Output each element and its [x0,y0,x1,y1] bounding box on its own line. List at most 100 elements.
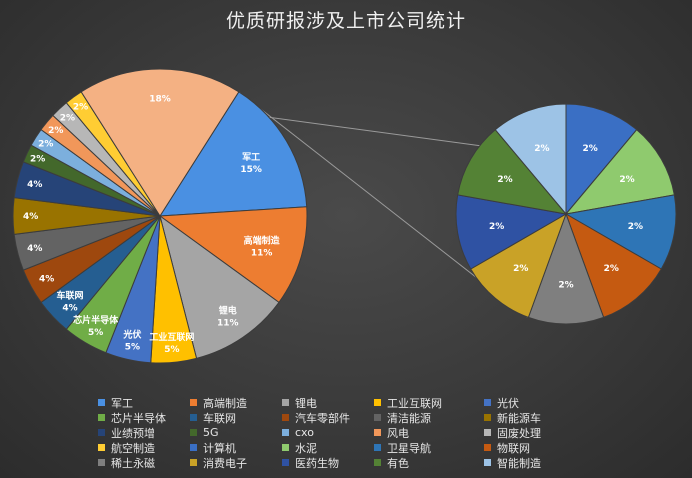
slice-name-label-e8bda6e88194e7bd91: 车联网 [56,290,83,302]
secondary-slice-e6b688e8b4b9e794b5e5ad90 [470,212,567,319]
legend-label: 计算机 [203,441,236,455]
legend-swatch [484,399,491,406]
legend-label: 高端制造 [203,396,247,410]
slice-value-label-e6b885e6b481e883bde6ba90: 4% [27,244,42,254]
legend-swatch [282,444,289,451]
legend-label: 业绩预增 [111,426,155,440]
legend-item-e888aae7a9bae588b6e980a0: 航空制造 [98,441,190,455]
chart-title: 优质研报涉及上市公司统计 [225,10,466,32]
slice-value-label-e9a38ee794b5: 2% [48,126,63,136]
legend-item-e5b7a5e4b89ae4ba92e88194e7bd91: 工业互联网 [374,396,484,410]
legend-swatch [190,414,197,421]
legend-item-cxo: cxo [282,426,374,439]
legend-item-e9a38ee794b5: 风电 [374,426,484,440]
legend-swatch [98,399,105,406]
legend-label: 工业互联网 [387,396,442,410]
slice-value-label-e5869be5b7a5: 15% [240,165,262,175]
legend: 军工 高端制造 锂电 工业互联网 光伏 芯片半导体 车联网 汽车零部件 清洁能源 新能源车 业绩预增… [98,396,618,470]
legend-label: 物联网 [497,441,530,455]
slice-name-label-e88aafe78987e58d8ae5afbce4bd93: 芯片半导体 [73,314,119,326]
legend-label: 水泥 [295,441,317,455]
legend-item-e9ab98e7abafe588b6e980a0: 高端制造 [190,396,282,410]
legend-label: 消费电子 [203,456,247,470]
secondary-slice-e789a9e88194e7bd91 [565,212,662,319]
slice-value-label-e696b0e883bde6ba90e8bda6: 4% [23,212,38,222]
secondary-value-label-e58cbbe88dafe7949fe789a9: 2% [489,222,504,232]
legend-swatch [484,414,491,421]
legend-item-e5869be5b7a5: 军工 [98,396,190,410]
slice-name-label-e5b7a5e4b89ae4ba92e88194e7bd91: 工业互联网 [149,331,194,343]
legend-item-5g: 5G [190,426,282,439]
legend-item-e699bae883bde588b6e980a0: 智能制造 [484,456,584,470]
legend-label: 有色 [387,456,409,470]
legend-item-e4b89ae7bba9e9a284e5a29e: 业绩预增 [98,426,190,440]
legend-swatch [190,429,197,436]
primary-pie [12,68,308,364]
secondary-value-label-e8aea1e7ae97e69cba: 2% [582,144,597,154]
pie-slice-other-bundle [80,68,240,217]
slice-value-label-5g: 2% [30,154,45,164]
legend-swatch [282,414,289,421]
slice-name-label-e9ab98e7abafe588b6e980a0: 高端制造 [244,235,281,247]
legend-item-e8bda6e88194e7bd91: 车联网 [190,411,282,425]
pie-slice-e9ab98e7abafe588b6e980a0 [158,206,308,304]
slice-value-label-e58589e4bc8f: 5% [125,342,140,352]
legend-item-e7a880e59c9fe6b0b8e7a381: 稀土永磁 [98,456,190,470]
secondary-value-label-e69c89e889b2: 2% [497,175,512,185]
slice-name-label-e58589e4bc8f: 光伏 [122,328,141,340]
secondary-slice-e7a880e59c9fe6b0b8e7a381 [527,212,605,325]
legend-label: 新能源车 [497,411,541,425]
pie-slice-e5869be5b7a5 [159,91,308,217]
legend-label: 军工 [111,396,133,410]
legend-label: 医药生物 [295,456,339,470]
legend-swatch [484,459,491,466]
legend-item-e69c89e889b2: 有色 [374,456,484,470]
legend-swatch [98,414,105,421]
secondary-slice-e69c89e889b2 [457,129,568,215]
legend-swatch [374,429,381,436]
legend-swatch [374,399,381,406]
legend-swatch [98,459,105,466]
secondary-value-label-e7a880e59c9fe6b0b8e7a381: 2% [558,280,573,290]
legend-swatch [190,459,197,466]
secondary-value-label-e6b0b4e6b3a5: 2% [619,175,634,185]
slice-value-label-cxo: 2% [38,140,53,150]
slice-value-label-e99482e794b5: 11% [217,319,239,329]
legend-item-e58589e4bc8f: 光伏 [484,396,584,410]
slice-value-label-e59bbae5ba9fe5a484e79086: 2% [60,113,75,123]
slice-name-label-e5869be5b7a5: 军工 [242,152,260,163]
secondary-slice-e6b0b4e6b3a5 [564,129,675,215]
legend-item-e88aafe78987e58d8ae5afbce4bd93: 芯片半导体 [98,411,190,425]
legend-item-e696b0e883bde6ba90e8bda6: 新能源车 [484,411,584,425]
secondary-value-label-e789a9e88194e7bd91: 2% [604,264,619,274]
slice-labels: 军工15%高端制造11%锂电11%工业互联网5%光伏5%芯片半导体5%车联网4%… [23,94,643,354]
legend-swatch [190,444,197,451]
slice-value-label-e88aafe78987e58d8ae5afbce4bd93: 5% [88,328,103,338]
slice-value-label-e8bda6e88194e7bd91: 4% [62,304,77,314]
legend-swatch [484,429,491,436]
legend-item-e99482e794b5: 锂电 [282,396,374,410]
legend-label: cxo [295,426,314,439]
legend-label: 稀土永磁 [111,456,155,470]
legend-label: 卫星导航 [387,441,431,455]
legend-swatch [282,429,289,436]
legend-swatch [484,444,491,451]
legend-label: 固废处理 [497,426,541,440]
legend-item-e6b0b4e6b3a5: 水泥 [282,441,374,455]
secondary-slice-e58cbbe88dafe7949fe789a9 [455,194,568,270]
slice-value-label-e4b89ae7bba9e9a284e5a29e: 4% [27,180,42,190]
secondary-pie [455,103,677,325]
slice-value-label-e5b7a5e4b89ae4ba92e88194e7bd91: 5% [164,345,179,355]
legend-swatch [98,429,105,436]
legend-item-e6b688e8b4b9e794b5e5ad90: 消费电子 [190,456,282,470]
legend-swatch [374,459,381,466]
secondary-slice-e8aea1e7ae97e69cba [565,103,638,216]
legend-label: 光伏 [497,396,519,410]
legend-swatch [374,414,381,421]
secondary-value-label-e6b688e8b4b9e794b5e5ad90: 2% [513,264,528,274]
legend-label: 清洁能源 [387,411,431,425]
slice-value-label-e9ab98e7abafe588b6e980a0: 11% [251,249,273,259]
secondary-slice-e58dabe6989fe5afbce888aa [564,194,677,270]
secondary-value-label-e699bae883bde588b6e980a0: 2% [534,144,549,154]
